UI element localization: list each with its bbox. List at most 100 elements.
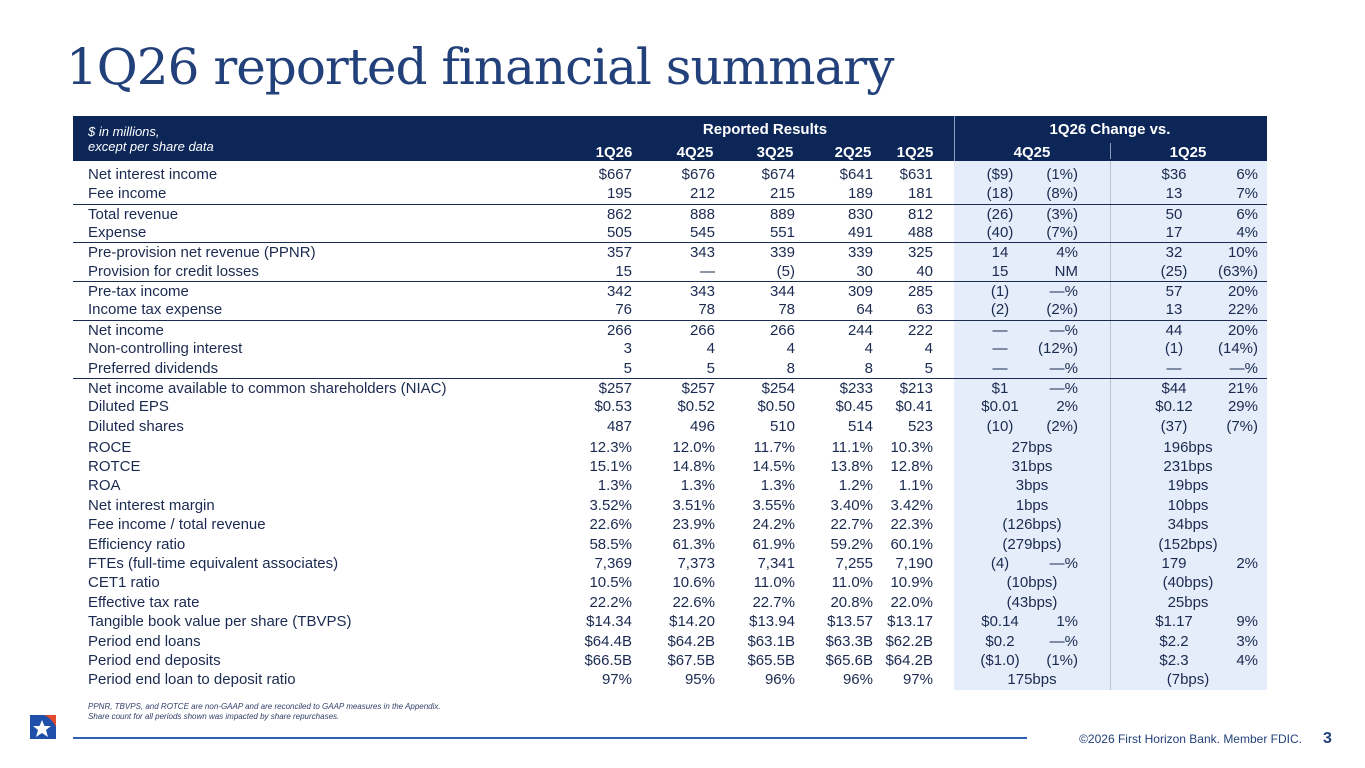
- cell-value: 510: [769, 417, 795, 435]
- change-1q25-percent: 6%: [1236, 205, 1258, 223]
- cell-value: 189: [847, 185, 873, 203]
- cell-value: 195: [606, 185, 632, 203]
- cell-value: 59.2%: [830, 535, 873, 553]
- change-1q25-bps: 25bps: [1167, 593, 1209, 611]
- cell-value: 339: [769, 244, 795, 262]
- cell-value: 812: [907, 205, 933, 223]
- cell-value: 95%: [684, 671, 715, 689]
- change-1q25-bps: (7bps): [1166, 671, 1210, 689]
- change-1q25-percent: 4%: [1236, 651, 1258, 669]
- change-1q25-percent: 3%: [1236, 632, 1258, 650]
- cell-value: $674: [761, 166, 795, 183]
- cell-value: 20.8%: [830, 593, 873, 611]
- change-1q25-amount: 44: [1165, 321, 1183, 339]
- row-label: ROTCE: [88, 457, 141, 475]
- cell-value: 830: [847, 205, 873, 223]
- change-4q25-percent: 4%: [1056, 244, 1078, 262]
- cell-value: 325: [907, 244, 933, 262]
- change-1q25-amount: 13: [1165, 301, 1183, 319]
- cell-value: 11.0%: [753, 574, 795, 592]
- cell-value: $63.3B: [825, 632, 873, 650]
- cell-value: 1.2%: [838, 477, 873, 495]
- row-label: Expense: [88, 224, 147, 242]
- change-4q25-amount: —: [992, 359, 1008, 377]
- cell-value: 8: [786, 359, 795, 377]
- row-label: Provision for credit losses: [88, 262, 259, 280]
- row-label: ROCE: [88, 438, 132, 456]
- table-row: Total revenue 862 888 889 830 812 (26) (3%) 50 6%: [73, 203, 1267, 223]
- change-4q25-percent: (8%): [1046, 185, 1078, 203]
- row-label: Pre-provision net revenue (PPNR): [88, 244, 316, 262]
- cell-value: 3.55%: [752, 496, 795, 514]
- table-row: Period end deposits $66.5B $67.5B $65.5B $65…: [73, 651, 1267, 670]
- cell-value: 5: [924, 359, 933, 377]
- cell-value: 7,341: [757, 554, 795, 572]
- change-4q25-percent: (2%): [1046, 301, 1078, 319]
- change-1q25-bps: 196bps: [1163, 438, 1213, 456]
- col-chg-1q25: 1Q25: [1169, 144, 1207, 161]
- cell-value: 14.8%: [672, 457, 715, 475]
- table-row: Diluted shares 487 496 510 514 523 (10) (2%) (37…: [73, 417, 1267, 436]
- cell-value: 1.3%: [760, 477, 795, 495]
- cell-value: —: [700, 262, 715, 280]
- cell-value: 15.1%: [589, 457, 632, 475]
- table-header: $ in millions, except per share data Repo…: [73, 116, 1267, 161]
- table-row: Net income 266 266 266 244 222 — —% 44 20%: [73, 319, 1267, 339]
- cell-value: 7,369: [594, 554, 632, 572]
- change-1q25-amount: 179: [1161, 554, 1187, 572]
- cell-value: 30: [856, 262, 873, 280]
- change-4q25-amount: (2): [990, 301, 1010, 319]
- cell-value: $233: [839, 379, 873, 397]
- change-1q25-bps: (152bps): [1158, 535, 1218, 553]
- col-1q26: 1Q26: [595, 144, 633, 161]
- change-1q25-percent: 10%: [1227, 244, 1258, 262]
- change-4q25-percent: (12%): [1037, 340, 1078, 358]
- cell-value: 11.1%: [831, 438, 873, 456]
- cell-value: 888: [689, 205, 715, 223]
- change-4q25-percent: (1%): [1046, 651, 1078, 669]
- change-4q25-amount: (18): [986, 185, 1014, 203]
- table-row: Tangible book value per share (TBVPS) $14…: [73, 612, 1267, 631]
- cell-value: 285: [907, 283, 933, 301]
- cell-value: $64.4B: [584, 632, 632, 650]
- table-row: FTEs (full-time equivalent associates) 7,…: [73, 554, 1267, 573]
- cell-value: 22.6%: [672, 593, 715, 611]
- change-4q25-amount: $1: [991, 379, 1009, 397]
- cell-value: 342: [606, 283, 632, 301]
- change-4q25-bps: (43bps): [1006, 593, 1058, 611]
- row-label: Pre-tax income: [88, 283, 189, 301]
- cell-value: $0.52: [677, 398, 715, 416]
- cell-value: 22.0%: [890, 593, 933, 611]
- row-label: Period end loans: [88, 632, 201, 650]
- change-4q25-percent: —%: [1049, 359, 1078, 377]
- change-4q25-bps: (10bps): [1006, 574, 1058, 592]
- cell-value: 63: [916, 301, 933, 319]
- table-row: Fee income / total revenue 22.6% 23.9% 24.2…: [73, 515, 1267, 534]
- header-divider: [954, 116, 955, 161]
- cell-value: $631: [899, 166, 933, 183]
- cell-value: $257: [598, 379, 632, 397]
- table-row: ROA 1.3% 1.3% 1.3% 1.2% 1.1% 3bps 19bps: [73, 476, 1267, 495]
- change-1q25-bps: 34bps: [1167, 516, 1209, 534]
- change-1q25-percent: (14%): [1217, 340, 1258, 358]
- row-label: Efficiency ratio: [88, 535, 186, 553]
- change-4q25-bps: 175bps: [1007, 671, 1057, 689]
- change-1q25-amount: $1.17: [1155, 613, 1193, 631]
- cell-value: 343: [689, 244, 715, 262]
- cell-value: 8: [864, 359, 873, 377]
- cell-value: 4: [924, 340, 933, 358]
- cell-value: 12.3%: [589, 438, 632, 456]
- cell-value: 545: [689, 224, 715, 242]
- footer-rule: [73, 737, 1027, 739]
- change-4q25-amount: 15: [991, 262, 1009, 280]
- table-row: Efficiency ratio 58.5% 61.3% 61.9% 59.2% 60.1…: [73, 535, 1267, 554]
- change-1q25-amount: 17: [1165, 224, 1183, 242]
- change-1q25-bps: 10bps: [1167, 496, 1209, 514]
- change-1q25-percent: 2%: [1236, 554, 1258, 572]
- cell-value: 60.1%: [890, 535, 933, 553]
- change-4q25-percent: (2%): [1046, 417, 1078, 435]
- cell-value: 11.7%: [753, 438, 795, 456]
- table-row: Effective tax rate 22.2% 22.6% 22.7% 20.8% 22…: [73, 593, 1267, 612]
- change-1q25-percent: —%: [1229, 359, 1258, 377]
- change-1q25-percent: 22%: [1227, 301, 1258, 319]
